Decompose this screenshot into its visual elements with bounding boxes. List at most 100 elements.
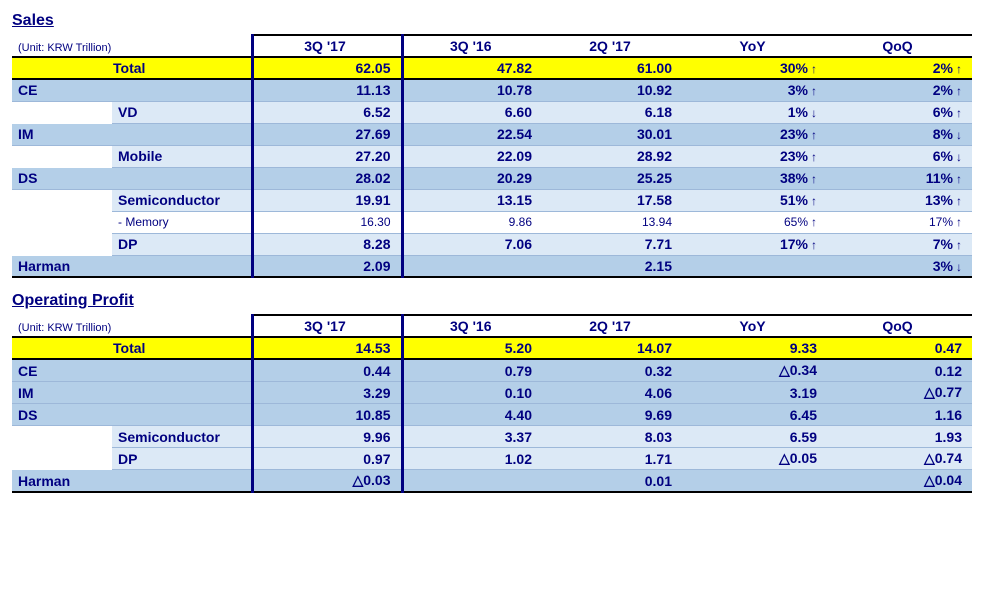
cell-yoy: 38%↑ — [682, 167, 827, 189]
cell-value: 22.09 — [402, 145, 542, 167]
cell-yoy: 9.33 — [682, 337, 827, 359]
table-row: Harman2.092.153%↓ — [12, 255, 972, 277]
row-label: Harman — [12, 470, 252, 493]
row-label: DS — [12, 404, 252, 426]
cell-value: 13.15 — [402, 189, 542, 211]
cell-value: 2.15 — [542, 255, 682, 277]
row-label: Total — [12, 57, 252, 79]
cell-value: 10.92 — [542, 79, 682, 101]
cell-highlight: 27.69 — [252, 123, 402, 145]
cell-yoy: 3%↑ — [682, 79, 827, 101]
col-header-qoq: QoQ — [827, 315, 972, 337]
cell-value: 61.00 — [542, 57, 682, 79]
col-header-yoy: YoY — [682, 315, 827, 337]
cell-highlight: 28.02 — [252, 167, 402, 189]
cell-highlight: 16.30 — [252, 211, 402, 233]
table-row: Semiconductor9.963.378.036.591.93 — [12, 426, 972, 448]
cell-value: 28.92 — [542, 145, 682, 167]
cell-yoy: 65%↑ — [682, 211, 827, 233]
cell-qoq: 1.93 — [827, 426, 972, 448]
cell-value: 1.02 — [402, 448, 542, 470]
indent-cell — [12, 145, 112, 167]
cell-yoy: 6.45 — [682, 404, 827, 426]
table-row: DP0.971.021.71△0.05△0.74 — [12, 448, 972, 470]
cell-qoq: △0.77 — [827, 382, 972, 404]
unit-note: (Unit: KRW Trillion) — [12, 315, 252, 337]
cell-value: 3.37 — [402, 426, 542, 448]
cell-value: 13.94 — [542, 211, 682, 233]
cell-highlight: △0.03 — [252, 470, 402, 493]
cell-qoq: 7%↑ — [827, 233, 972, 255]
cell-value: 0.79 — [402, 359, 542, 382]
row-label: Semiconductor — [112, 426, 252, 448]
col-header-highlight: 3Q '17 — [252, 315, 402, 337]
arrow-icon: ↑ — [953, 238, 962, 252]
cell-qoq: 1.16 — [827, 404, 972, 426]
row-label: IM — [12, 382, 252, 404]
table-row: IM27.6922.5430.0123%↑8%↓ — [12, 123, 972, 145]
cell-qoq: 0.47 — [827, 337, 972, 359]
cell-highlight: 6.52 — [252, 101, 402, 123]
cell-yoy: 3.19 — [682, 382, 827, 404]
cell-highlight: 19.91 — [252, 189, 402, 211]
cell-highlight: 10.85 — [252, 404, 402, 426]
arrow-icon: ↑ — [808, 128, 817, 142]
table-row: Semiconductor19.9113.1517.5851%↑13%↑ — [12, 189, 972, 211]
cell-qoq: 2%↑ — [827, 57, 972, 79]
cell-highlight: 11.13 — [252, 79, 402, 101]
arrow-icon: ↓ — [953, 128, 962, 142]
table-row: Total14.535.2014.079.330.47 — [12, 337, 972, 359]
table-row: VD6.526.606.181%↓6%↑ — [12, 101, 972, 123]
row-label: Semiconductor — [112, 189, 252, 211]
cell-value: 17.58 — [542, 189, 682, 211]
table-row: DS10.854.409.696.451.16 — [12, 404, 972, 426]
col-header-qoq: QoQ — [827, 35, 972, 57]
row-label: VD — [112, 101, 252, 123]
sales-title: Sales — [12, 12, 973, 30]
cell-qoq: 17%↑ — [827, 211, 972, 233]
cell-highlight: 2.09 — [252, 255, 402, 277]
row-label: DP — [112, 448, 252, 470]
cell-highlight: 0.97 — [252, 448, 402, 470]
cell-yoy: 30%↑ — [682, 57, 827, 79]
op-section: Operating Profit (Unit: KRW Trillion)3Q … — [12, 292, 973, 493]
cell-highlight: 27.20 — [252, 145, 402, 167]
cell-value: 47.82 — [402, 57, 542, 79]
cell-highlight: 14.53 — [252, 337, 402, 359]
op-table: (Unit: KRW Trillion)3Q '173Q '162Q '17Yo… — [12, 314, 972, 493]
arrow-icon: ↑ — [808, 62, 817, 76]
unit-note: (Unit: KRW Trillion) — [12, 35, 252, 57]
header-row: (Unit: KRW Trillion)3Q '173Q '162Q '17Yo… — [12, 35, 972, 57]
cell-value: 0.01 — [542, 470, 682, 493]
cell-qoq: 2%↑ — [827, 79, 972, 101]
cell-highlight: 0.44 — [252, 359, 402, 382]
cell-value: 4.06 — [542, 382, 682, 404]
arrow-icon: ↑ — [953, 215, 962, 229]
row-label: IM — [12, 123, 252, 145]
cell-value: 22.54 — [402, 123, 542, 145]
cell-value: 20.29 — [402, 167, 542, 189]
cell-yoy — [682, 470, 827, 493]
cell-highlight: 3.29 — [252, 382, 402, 404]
cell-yoy: 6.59 — [682, 426, 827, 448]
table-row: - Memory16.309.8613.9465%↑17%↑ — [12, 211, 972, 233]
indent-cell — [12, 233, 112, 255]
cell-qoq: 11%↑ — [827, 167, 972, 189]
arrow-icon: ↓ — [953, 150, 962, 164]
cell-value: 14.07 — [542, 337, 682, 359]
header-row: (Unit: KRW Trillion)3Q '173Q '162Q '17Yo… — [12, 315, 972, 337]
cell-qoq: 6%↑ — [827, 101, 972, 123]
cell-qoq: 13%↑ — [827, 189, 972, 211]
indent-cell — [12, 448, 112, 470]
arrow-icon: ↑ — [808, 215, 817, 229]
arrow-icon: ↑ — [953, 194, 962, 208]
cell-highlight: 62.05 — [252, 57, 402, 79]
row-label: Total — [12, 337, 252, 359]
cell-qoq: 0.12 — [827, 359, 972, 382]
row-label: CE — [12, 359, 252, 382]
cell-yoy — [682, 255, 827, 277]
arrow-icon: ↑ — [808, 84, 817, 98]
cell-yoy: △0.05 — [682, 448, 827, 470]
table-row: CE0.440.790.32△0.340.12 — [12, 359, 972, 382]
cell-value — [402, 255, 542, 277]
